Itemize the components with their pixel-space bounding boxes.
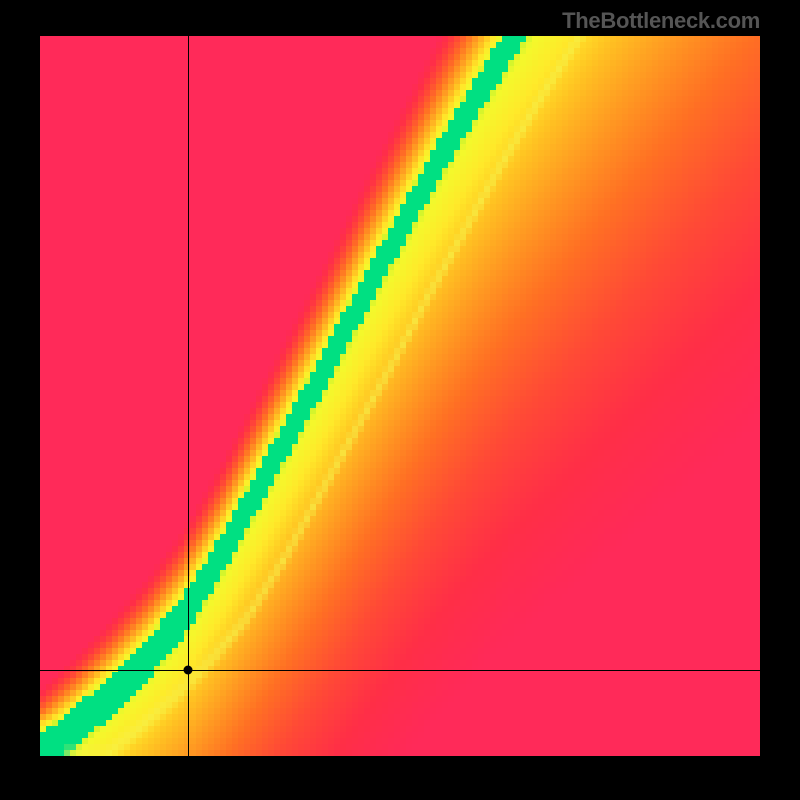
heatmap-plot (40, 36, 760, 756)
heatmap-canvas (40, 36, 760, 756)
crosshair-vertical (188, 36, 189, 756)
crosshair-horizontal (40, 670, 760, 671)
crosshair-marker-dot (183, 665, 192, 674)
watermark-text: TheBottleneck.com (562, 8, 760, 34)
